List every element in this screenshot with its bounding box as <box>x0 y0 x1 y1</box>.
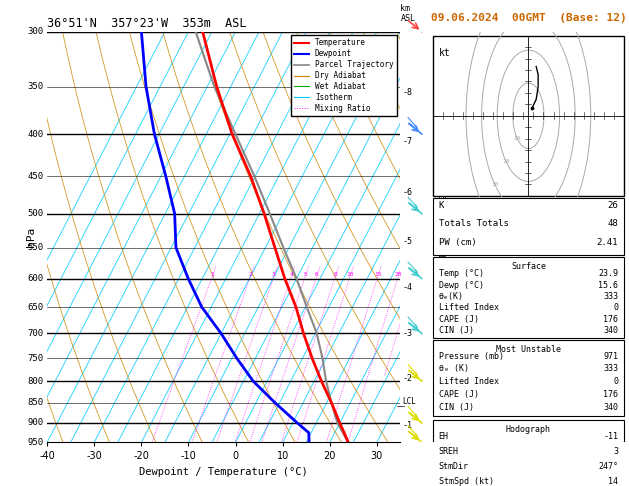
Text: 950: 950 <box>28 438 43 447</box>
Text: -5: -5 <box>402 237 412 245</box>
Text: SREH: SREH <box>439 447 459 456</box>
Text: 20: 20 <box>503 159 510 164</box>
Text: 14: 14 <box>608 477 618 486</box>
Text: 340: 340 <box>603 403 618 412</box>
Text: 0: 0 <box>613 303 618 312</box>
Text: 8: 8 <box>333 272 337 277</box>
Text: -6: -6 <box>402 188 412 197</box>
Text: 550: 550 <box>28 243 43 252</box>
Text: PW (cm): PW (cm) <box>439 238 476 246</box>
Text: kt: kt <box>439 48 450 58</box>
Text: 176: 176 <box>603 314 618 324</box>
Text: Lifted Index: Lifted Index <box>439 303 499 312</box>
Text: Lifted Index: Lifted Index <box>439 377 499 386</box>
Text: 15: 15 <box>374 272 382 277</box>
Text: 340: 340 <box>603 326 618 335</box>
Text: 971: 971 <box>603 352 618 361</box>
Bar <box>433 340 624 416</box>
Text: 850: 850 <box>28 398 43 407</box>
Text: CIN (J): CIN (J) <box>439 326 474 335</box>
Text: -4: -4 <box>402 283 412 293</box>
Text: 750: 750 <box>28 353 43 363</box>
Text: 4: 4 <box>289 272 293 277</box>
Text: 176: 176 <box>603 390 618 399</box>
Bar <box>433 420 624 486</box>
Text: 10: 10 <box>346 272 353 277</box>
Text: Most Unstable: Most Unstable <box>496 345 561 353</box>
Text: 350: 350 <box>28 82 43 91</box>
Text: Pressure (mb): Pressure (mb) <box>439 352 504 361</box>
Text: EH: EH <box>439 432 448 441</box>
Text: 2.41: 2.41 <box>596 238 618 246</box>
Text: 48: 48 <box>608 219 618 228</box>
Text: StmSpd (kt): StmSpd (kt) <box>439 477 494 486</box>
Text: CAPE (J): CAPE (J) <box>439 390 479 399</box>
Text: θₑ(K): θₑ(K) <box>439 292 464 301</box>
Text: 0: 0 <box>613 377 618 386</box>
Text: 2: 2 <box>248 272 252 277</box>
Text: 900: 900 <box>28 418 43 428</box>
Text: Hodograph: Hodograph <box>506 425 551 434</box>
Text: CIN (J): CIN (J) <box>439 403 474 412</box>
Text: LCL: LCL <box>402 397 416 406</box>
Text: Mixing Ratio (g/kg): Mixing Ratio (g/kg) <box>438 190 447 284</box>
Text: K: K <box>439 201 444 209</box>
Bar <box>433 198 624 256</box>
Text: StmDir: StmDir <box>439 462 469 471</box>
Text: θₑ (K): θₑ (K) <box>439 364 469 374</box>
Bar <box>433 35 624 196</box>
Text: 20: 20 <box>394 272 402 277</box>
Text: 10: 10 <box>514 136 521 141</box>
Text: Temp (°C): Temp (°C) <box>439 269 484 278</box>
Text: 30: 30 <box>492 182 499 187</box>
Text: Surface: Surface <box>511 262 546 271</box>
Text: -2: -2 <box>402 374 412 383</box>
Text: 6: 6 <box>314 272 318 277</box>
Text: -8: -8 <box>402 88 412 97</box>
Text: 300: 300 <box>28 27 43 36</box>
Text: 3: 3 <box>613 447 618 456</box>
Text: -3: -3 <box>402 329 412 338</box>
Text: 500: 500 <box>28 209 43 218</box>
Text: 450: 450 <box>28 172 43 180</box>
Text: 5: 5 <box>303 272 307 277</box>
Text: 26: 26 <box>608 201 618 209</box>
Text: 650: 650 <box>28 303 43 312</box>
Text: 600: 600 <box>28 274 43 283</box>
Text: 23.9: 23.9 <box>598 269 618 278</box>
Text: 36°51'N  357°23'W  353m  ASL: 36°51'N 357°23'W 353m ASL <box>47 17 247 31</box>
Text: -7: -7 <box>402 137 412 146</box>
Text: Dewp (°C): Dewp (°C) <box>439 281 484 290</box>
Text: 09.06.2024  00GMT  (Base: 12): 09.06.2024 00GMT (Base: 12) <box>430 14 626 23</box>
Bar <box>433 258 624 338</box>
Text: 800: 800 <box>28 377 43 385</box>
Text: 700: 700 <box>28 329 43 338</box>
Text: 15.6: 15.6 <box>598 281 618 290</box>
Text: 400: 400 <box>28 130 43 139</box>
Text: CAPE (J): CAPE (J) <box>439 314 479 324</box>
Text: km
ASL: km ASL <box>401 4 416 23</box>
Legend: Temperature, Dewpoint, Parcel Trajectory, Dry Adiabat, Wet Adiabat, Isotherm, Mi: Temperature, Dewpoint, Parcel Trajectory… <box>291 35 397 116</box>
Text: 1: 1 <box>210 272 214 277</box>
X-axis label: Dewpoint / Temperature (°C): Dewpoint / Temperature (°C) <box>140 467 308 477</box>
Text: -11: -11 <box>603 432 618 441</box>
Text: 3: 3 <box>272 272 276 277</box>
Text: hPa: hPa <box>26 227 36 247</box>
Text: 247°: 247° <box>598 462 618 471</box>
Text: 333: 333 <box>603 292 618 301</box>
Text: -1: -1 <box>402 421 412 430</box>
Text: Totals Totals: Totals Totals <box>439 219 509 228</box>
Text: 333: 333 <box>603 364 618 374</box>
